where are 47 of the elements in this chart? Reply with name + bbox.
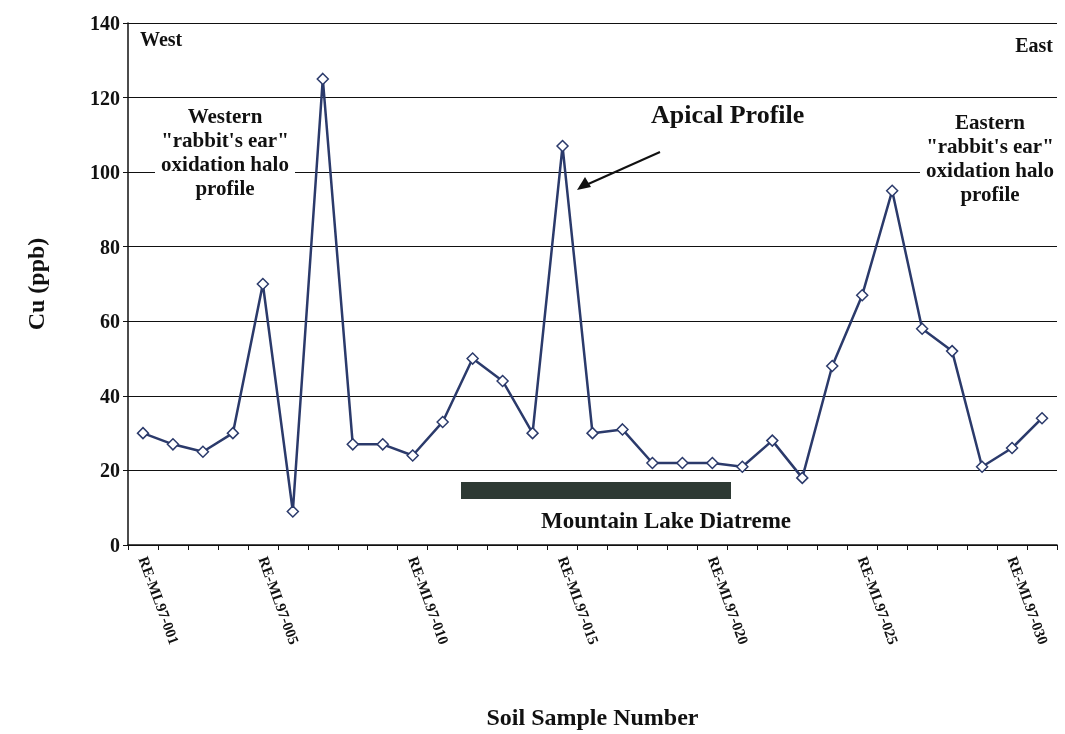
annotation: Apical Profile: [651, 100, 805, 130]
point: [825, 359, 839, 373]
point: [915, 322, 929, 335]
point: [1005, 441, 1019, 455]
y-tick-label: 140: [90, 12, 120, 34]
y-tick-label: 40: [100, 384, 120, 407]
point: [226, 426, 240, 440]
point: [256, 277, 270, 291]
annotation: Western "rabbit's ear" oxidation halo profile: [155, 102, 295, 203]
y-tick-label: 0: [110, 534, 120, 556]
point: [855, 288, 869, 302]
point: [316, 72, 330, 86]
x-axis-title: Soil Sample Number: [486, 704, 699, 730]
point: [136, 426, 150, 440]
point: [376, 438, 389, 451]
annotation: West: [140, 28, 183, 51]
annotation: Eastern "rabbit's ear" oxidation halo profile: [920, 108, 1060, 209]
point: [196, 445, 210, 459]
annotation: Mountain Lake Diatreme: [541, 508, 792, 535]
point: [586, 426, 599, 440]
point: [766, 434, 779, 447]
point: [526, 426, 539, 440]
y-tick-label: 120: [90, 86, 120, 109]
point: [286, 505, 300, 518]
point: [1035, 411, 1049, 425]
point: [736, 460, 749, 473]
point: [346, 438, 360, 451]
point: [166, 438, 180, 451]
y-tick-label: 20: [100, 459, 120, 482]
point: [646, 456, 659, 470]
point: [885, 184, 899, 198]
point: [945, 344, 959, 358]
point: [496, 374, 509, 388]
point: [616, 423, 629, 436]
y-tick-label: 60: [100, 310, 120, 333]
point: [556, 139, 569, 153]
point: [406, 449, 419, 462]
annotation: East: [1015, 34, 1053, 57]
y-tick-label: 80: [100, 235, 120, 258]
y-tick-label: 100: [90, 161, 120, 184]
point: [466, 352, 479, 365]
y-axis-title: Cu (ppb): [23, 237, 49, 331]
point: [706, 456, 719, 470]
point: [676, 456, 689, 470]
point: [975, 460, 989, 473]
point: [796, 471, 809, 485]
point: [436, 415, 449, 429]
